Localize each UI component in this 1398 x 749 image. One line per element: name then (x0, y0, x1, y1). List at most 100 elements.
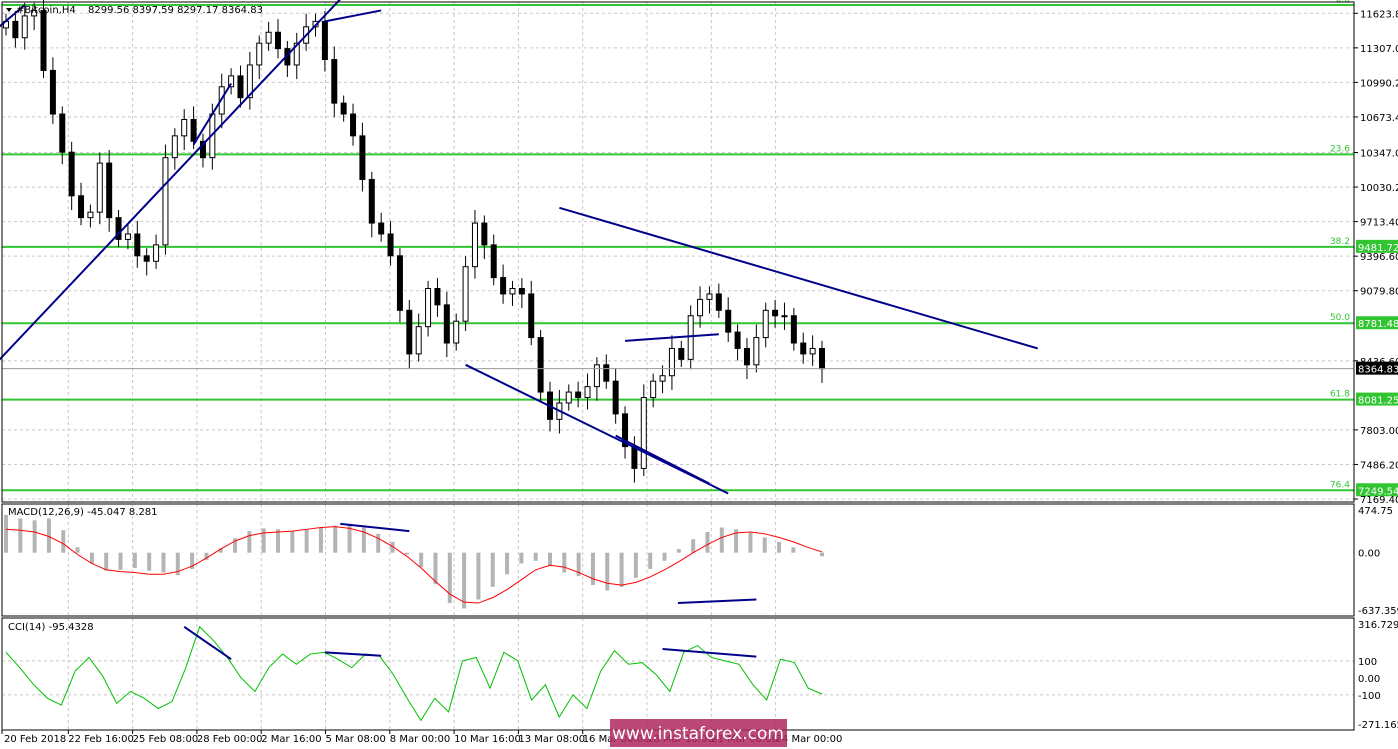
y-tick-label: 11623.80 (1360, 9, 1398, 20)
candle-body (87, 211, 94, 219)
candle-body (734, 331, 741, 349)
cci-axis-label: -271.1655 (1358, 720, 1398, 731)
fib-price-tag (1356, 316, 1398, 330)
dropdown-arrow-icon[interactable] (6, 8, 12, 12)
candle-body (650, 380, 657, 399)
macd-histogram-bar (447, 552, 452, 604)
macd-panel: 474.75 0.00 -637.359 (4, 506, 1398, 617)
macd-histogram-bar (347, 523, 352, 553)
price-axis: 11623.80 11307.00 10990.20 10673.40 10347.00… (1354, 9, 1398, 506)
candle-body (434, 287, 441, 306)
macd-histogram-bar (633, 552, 638, 578)
macd-histogram-bar (777, 541, 782, 553)
candle-body (321, 20, 328, 61)
macd-histogram-bar (605, 552, 610, 591)
y-tick-label: 7486.20 (1360, 460, 1398, 471)
candle-body (443, 304, 450, 344)
macd-histogram-bar (476, 552, 481, 600)
price-candles: 8364.83 (2, 0, 1398, 483)
fib-ratio-label: 50.0 (1330, 313, 1350, 323)
candle-body (40, 9, 47, 71)
x-tick-label: 13 Mar 08:00 (518, 734, 585, 745)
macd-histogram-bar (190, 552, 195, 569)
candle-body (265, 31, 272, 44)
candle-body (631, 446, 638, 469)
candle-body (378, 222, 385, 235)
macd-histogram-bar (247, 531, 252, 553)
macd-histogram-bar (390, 541, 395, 553)
candle-body (509, 287, 516, 295)
cci-panel-frame (1, 617, 1355, 731)
candle-body (725, 309, 732, 333)
candle-body (12, 20, 19, 39)
candle-body (575, 391, 582, 399)
candle-body (678, 347, 685, 360)
candle-body (706, 293, 713, 300)
current-price-tag (1356, 361, 1398, 375)
cci-panel: 316.729 100 0.00 -100 -271.1655 (2, 620, 1398, 731)
y-tick-label: 10673.40 (1360, 113, 1398, 124)
candle-body (481, 222, 488, 246)
x-tick-label: 28 Feb 00:00 (197, 734, 263, 745)
candle-body (584, 386, 591, 399)
trendline (192, 82, 232, 146)
macd-histogram-bar (705, 532, 710, 553)
candle-body (659, 375, 666, 382)
macd-histogram-bar (404, 552, 409, 555)
candle-body (790, 315, 797, 344)
candle-body (368, 178, 375, 224)
candle-body (181, 118, 188, 137)
macd-axis-label: 474.75 (1358, 506, 1393, 517)
candle-body (471, 222, 478, 268)
cci-axis-label: -100 (1358, 691, 1381, 702)
candle-body (622, 413, 629, 448)
candle-body (612, 380, 619, 415)
watermark-box (610, 719, 787, 747)
fib-price-tag (1356, 483, 1398, 497)
macd-histogram-bar (261, 528, 266, 553)
main-panel-frame (1, 1, 1355, 503)
candle-body (603, 364, 610, 382)
macd-histogram-bar (233, 538, 238, 553)
macd-histogram-bar (204, 552, 209, 560)
candle-body (743, 347, 750, 366)
cci-axis-label: 316.729 (1358, 620, 1398, 631)
macd-histogram-bar (662, 552, 667, 561)
macd-histogram-bar (276, 529, 280, 553)
candle-body (687, 315, 694, 360)
macd-histogram-bar (132, 552, 137, 568)
candle-body (293, 42, 300, 66)
current-price-label: 8364.83 (1358, 365, 1398, 376)
macd-histogram-bar (791, 547, 796, 553)
macd-histogram-bar (719, 527, 724, 553)
cci-axis-label: 0.00 (1358, 674, 1380, 685)
macd-histogram-bar (533, 552, 538, 561)
macd-histogram-bar (89, 552, 94, 564)
macd-histogram-bar (318, 527, 323, 553)
macd-axis-label: -637.359 (1358, 606, 1398, 617)
candle-body (697, 298, 704, 317)
cci-divergence-line (662, 647, 757, 658)
macd-histogram-bar (61, 530, 66, 553)
candle-body (199, 140, 206, 159)
y-tick-label: 8436.60 (1360, 357, 1398, 368)
candle-body (21, 15, 28, 39)
fib-price-label: 8081.25 (1358, 396, 1398, 407)
candle-body (762, 309, 769, 339)
x-tick-label: 22 Feb 16:00 (68, 734, 134, 745)
y-tick-label: 9713.40 (1360, 218, 1398, 229)
x-tick-label: 10 Mar 16:00 (454, 734, 521, 745)
macd-histogram-bar (519, 552, 524, 564)
macd-histogram-bar (104, 552, 109, 571)
macd-title: MACD(12,26,9) -45.047 8.281 (8, 507, 158, 518)
trendline (615, 434, 710, 485)
macd-histogram-bar (32, 520, 37, 553)
macd-histogram-bar (218, 548, 223, 553)
macd-histogram-bar (161, 552, 166, 573)
candle-body (715, 293, 722, 311)
macd-histogram-bar (419, 552, 424, 568)
macd-histogram-bar (691, 539, 696, 553)
candle-body (528, 293, 535, 339)
y-tick-label: 9079.80 (1360, 287, 1398, 298)
trendline (324, 9, 382, 23)
